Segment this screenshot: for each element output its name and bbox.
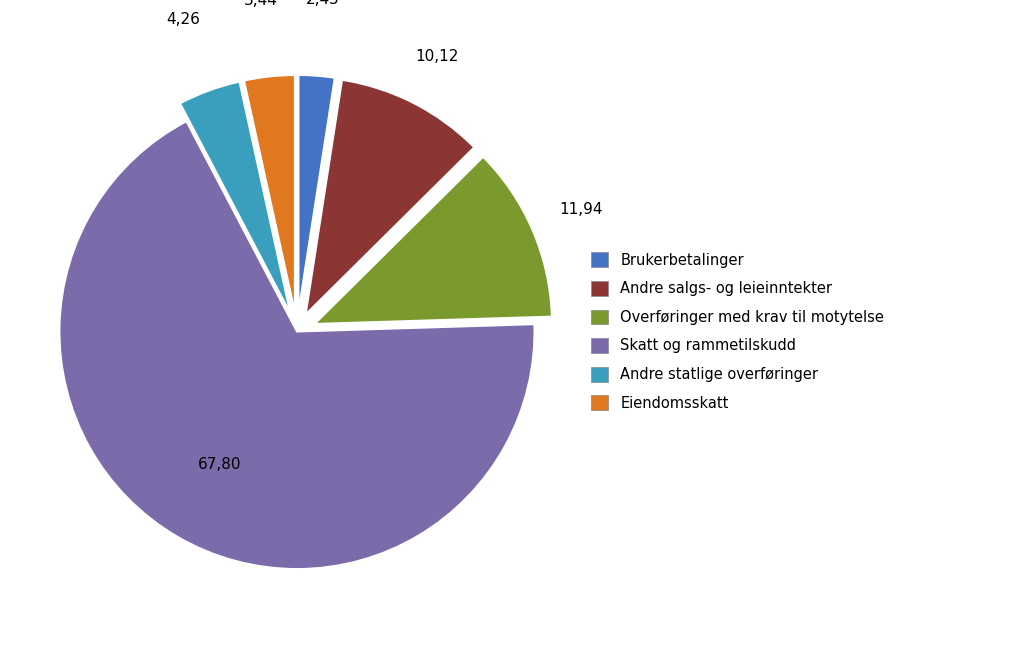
Text: 2,45: 2,45: [305, 0, 339, 7]
Wedge shape: [244, 75, 295, 313]
Wedge shape: [298, 75, 335, 312]
Text: 3,44: 3,44: [244, 0, 279, 9]
Wedge shape: [59, 121, 535, 569]
Legend: Brukerbetalinger, Andre salgs- og leieinntekter, Overføringer med krav til motyt: Brukerbetalinger, Andre salgs- og leiein…: [591, 253, 884, 410]
Text: 11,94: 11,94: [559, 202, 602, 217]
Text: 4,26: 4,26: [166, 11, 200, 27]
Wedge shape: [305, 80, 474, 314]
Text: 67,80: 67,80: [198, 457, 241, 472]
Wedge shape: [180, 82, 291, 314]
Wedge shape: [314, 156, 552, 324]
Text: 10,12: 10,12: [416, 49, 459, 64]
